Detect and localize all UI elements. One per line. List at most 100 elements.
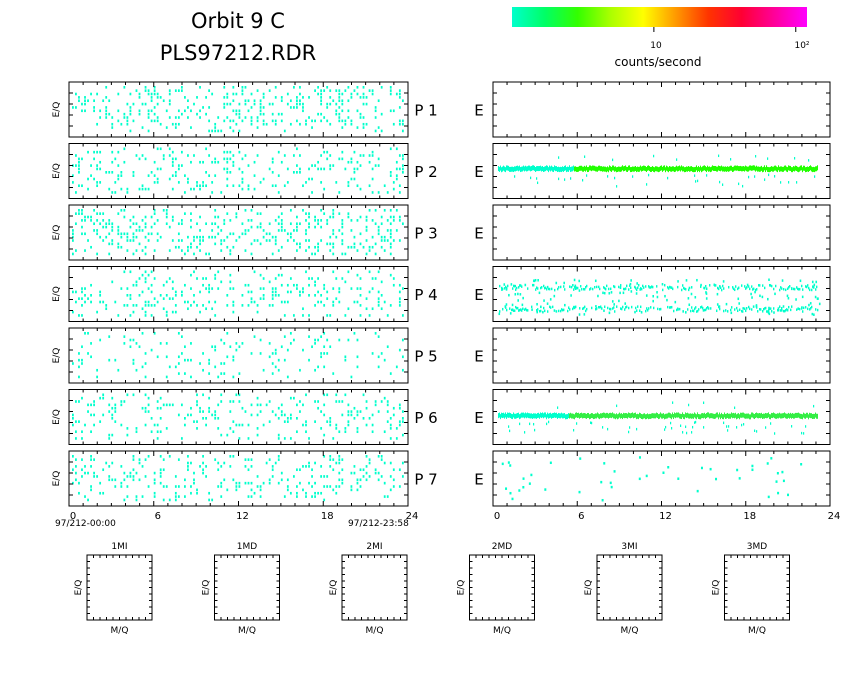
count-cell <box>244 116 247 119</box>
count-cell <box>368 245 371 249</box>
band-cell <box>572 307 574 311</box>
band-cell <box>655 413 656 419</box>
count-cell <box>208 300 211 304</box>
count-cell <box>299 86 301 89</box>
count-cell <box>262 235 265 239</box>
count-cell <box>389 304 392 307</box>
count-cell <box>299 102 301 106</box>
count-cell <box>190 304 192 307</box>
count-cell <box>335 423 338 427</box>
band-cell <box>622 305 624 309</box>
band-cell <box>643 286 645 289</box>
count-cell <box>153 297 156 300</box>
count-cell <box>259 225 262 229</box>
band-cell <box>631 305 633 309</box>
count-cell <box>703 426 705 429</box>
count-cell <box>344 119 347 123</box>
count-cell <box>180 86 183 89</box>
count-cell <box>96 219 99 222</box>
count-cell <box>347 270 350 274</box>
count-cell <box>377 335 380 338</box>
mass-panel-title: 2MI <box>366 542 382 552</box>
band-cell <box>537 166 538 172</box>
count-cell <box>117 174 120 177</box>
band-cell <box>731 306 733 309</box>
band-cell <box>760 308 762 311</box>
band-cell <box>504 166 505 172</box>
count-cell <box>165 427 168 430</box>
band-cell <box>672 166 673 172</box>
count-cell <box>299 368 301 372</box>
band-cell <box>511 166 512 172</box>
count-cell <box>90 413 92 417</box>
count-cell <box>174 310 177 314</box>
count-cell <box>289 342 292 345</box>
count-cell <box>389 222 392 226</box>
band-cell <box>600 413 601 419</box>
count-cell <box>250 465 253 468</box>
count-cell <box>250 92 253 96</box>
count-cell <box>144 86 147 89</box>
count-cell <box>144 187 147 191</box>
count-cell <box>78 314 80 317</box>
count-cell <box>656 291 658 294</box>
count-cell <box>159 481 162 485</box>
count-cell <box>150 119 153 123</box>
band-cell <box>724 166 725 172</box>
count-cell <box>126 427 129 430</box>
count-cell <box>262 368 265 372</box>
right-time-tick-label: 6 <box>578 511 584 522</box>
band-cell <box>768 167 769 173</box>
count-cell <box>214 273 217 277</box>
count-cell <box>111 191 114 194</box>
count-cell <box>265 403 268 407</box>
count-cell <box>326 222 329 226</box>
count-cell <box>199 86 201 89</box>
band-cell <box>758 166 759 172</box>
count-cell <box>350 471 353 475</box>
band-cell <box>764 286 766 290</box>
count-cell <box>271 362 274 365</box>
count-cell <box>371 150 374 154</box>
count-cell <box>271 157 274 161</box>
band-cell <box>587 167 588 173</box>
band-cell <box>746 306 748 310</box>
band-cell <box>684 167 685 173</box>
count-cell <box>616 185 618 188</box>
count-cell <box>302 348 304 352</box>
count-cell <box>232 119 235 123</box>
band-cell <box>695 166 696 172</box>
count-cell <box>81 396 83 400</box>
count-cell <box>326 393 329 397</box>
band-cell <box>665 167 666 173</box>
count-cell <box>277 433 280 437</box>
count-cell <box>338 400 341 403</box>
count-cell <box>84 423 86 427</box>
mass-ylabel: E/Q <box>329 580 339 596</box>
count-cell <box>111 242 114 246</box>
band-cell <box>748 305 750 309</box>
count-cell <box>235 485 238 488</box>
count-cell <box>226 102 229 106</box>
count-cell <box>329 420 332 423</box>
band-cell <box>772 166 773 172</box>
band-cell <box>759 308 761 311</box>
count-cell <box>630 279 632 282</box>
count-cell <box>214 458 217 461</box>
count-cell <box>317 365 320 369</box>
count-cell <box>87 177 89 181</box>
band-cell <box>545 286 547 290</box>
band-cell <box>720 286 722 290</box>
count-cell <box>283 300 286 304</box>
count-cell <box>141 365 144 369</box>
band-cell <box>692 309 694 312</box>
count-cell <box>386 495 389 498</box>
count-cell <box>202 468 204 472</box>
band-cell <box>569 413 570 419</box>
count-cell <box>199 229 201 232</box>
band-cell <box>583 166 584 172</box>
count-cell <box>374 471 377 475</box>
count-cell <box>247 219 250 222</box>
count-cell <box>190 245 192 249</box>
count-cell <box>305 270 307 274</box>
